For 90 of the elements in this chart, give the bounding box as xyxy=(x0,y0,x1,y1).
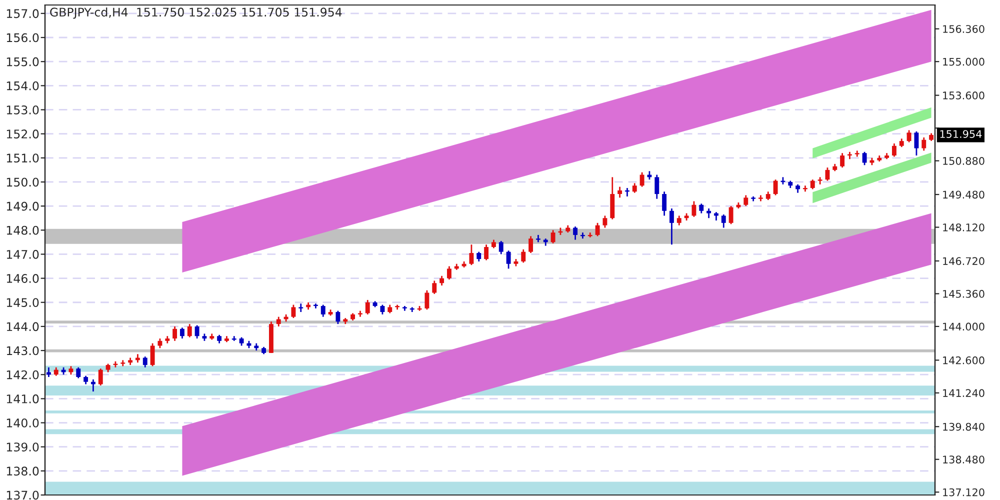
candlestick xyxy=(728,205,734,225)
candlestick xyxy=(150,342,155,367)
y-tick-label: 155.0 xyxy=(6,57,39,66)
y2-tick-label: 144.000 xyxy=(943,322,984,331)
y2-tick-label: 138.480 xyxy=(943,456,984,464)
y-tick-label: 138.0 xyxy=(6,466,39,476)
candlestick xyxy=(699,202,704,214)
candlestick xyxy=(825,166,830,182)
candlestick xyxy=(506,250,511,270)
candlestick xyxy=(922,136,926,152)
candlestick xyxy=(484,244,489,261)
candlestick xyxy=(446,266,452,280)
candlestick xyxy=(291,304,296,319)
candlestick xyxy=(669,208,674,246)
y-tick-label: 152.0 xyxy=(6,130,39,138)
y-tick-label: 144.0 xyxy=(6,322,39,332)
y2-tick-label: 156.360 xyxy=(943,25,984,33)
candlestick xyxy=(706,208,712,219)
candlestick xyxy=(180,326,184,340)
candlestick xyxy=(424,290,430,310)
candlestick xyxy=(810,178,815,190)
candlestick xyxy=(721,214,726,228)
y-tick-label: 157.0 xyxy=(6,9,39,18)
y2-tick-label: 148.120 xyxy=(943,223,984,232)
candlestick xyxy=(440,275,444,286)
candlestick xyxy=(676,214,682,226)
y2-tick-label: 150.880 xyxy=(943,157,984,165)
y-tick-label: 142.0 xyxy=(6,370,39,380)
candlestick xyxy=(632,182,637,194)
y2-tick-label: 142.600 xyxy=(943,356,984,364)
candlestick xyxy=(187,323,192,338)
candlestick xyxy=(469,244,474,266)
candlestick xyxy=(476,251,482,262)
candlestick xyxy=(573,226,578,240)
candlestick xyxy=(602,214,608,228)
text: 151.954 xyxy=(940,130,982,138)
candlestick xyxy=(862,151,867,166)
y-tick-label: 140.0 xyxy=(6,418,39,428)
y-tick-label: 153.0 xyxy=(6,105,39,114)
y-tick-label: 137.0 xyxy=(6,490,39,500)
y-tick-label: 143.0 xyxy=(6,346,39,356)
y-tick-label: 150.0 xyxy=(6,178,39,187)
y2-tick-label: 155.000 xyxy=(943,58,984,66)
y-tick-label: 148.0 xyxy=(6,226,39,235)
candlestick xyxy=(336,310,340,325)
y-tick-label: 147.0 xyxy=(6,250,39,259)
y-tick-label: 149.0 xyxy=(6,202,39,211)
candlestick xyxy=(595,222,600,237)
candlestick xyxy=(773,178,778,196)
y2-tick-label: 149.480 xyxy=(943,190,984,199)
candlestick xyxy=(142,356,148,368)
candlestick xyxy=(744,194,748,207)
candlestick xyxy=(320,304,326,318)
candlestick xyxy=(498,240,504,255)
candlestick xyxy=(692,200,696,218)
candlestick xyxy=(550,229,556,244)
candlestick xyxy=(194,324,200,340)
y2-tick-label: 145.360 xyxy=(943,290,984,298)
y-tick-label: 141.0 xyxy=(6,394,39,404)
candlestick xyxy=(76,366,81,379)
candlestick xyxy=(98,368,103,386)
candlestick xyxy=(528,235,534,254)
candlestick xyxy=(521,248,526,264)
candlestick xyxy=(906,130,912,143)
candlestick xyxy=(654,174,660,200)
y-tick-label: 151.0 xyxy=(6,154,39,163)
candlestick xyxy=(662,190,667,216)
candlestick xyxy=(172,326,178,342)
y2-tick-label: 153.600 xyxy=(943,92,984,100)
y-tick-label: 146.0 xyxy=(6,274,39,283)
candlestick xyxy=(914,130,919,156)
y2-tick-label: 139.840 xyxy=(943,422,984,431)
candlestick xyxy=(46,366,51,378)
y-tick-label: 156.0 xyxy=(6,33,39,42)
candlestick xyxy=(432,280,437,295)
candlestick xyxy=(892,142,896,158)
candlestick xyxy=(380,304,385,316)
y2-tick-label: 141.240 xyxy=(943,389,984,398)
chart-title: GBPJPY-cd,H4 151.750 152.025 151.705 151.954 xyxy=(50,7,342,19)
candlestick xyxy=(640,172,644,188)
y-tick-label: 145.0 xyxy=(6,298,39,308)
y2-tick-label: 146.720 xyxy=(943,257,984,266)
y-tick-label: 154.0 xyxy=(6,81,39,90)
y-tick-label: 139.0 xyxy=(6,442,39,452)
candlestick xyxy=(618,186,622,198)
candlestick xyxy=(158,338,162,349)
y2-tick-label: 137.120 xyxy=(943,488,984,496)
candlestick xyxy=(276,316,281,328)
candlestick xyxy=(365,299,370,316)
candlestick xyxy=(840,152,845,168)
